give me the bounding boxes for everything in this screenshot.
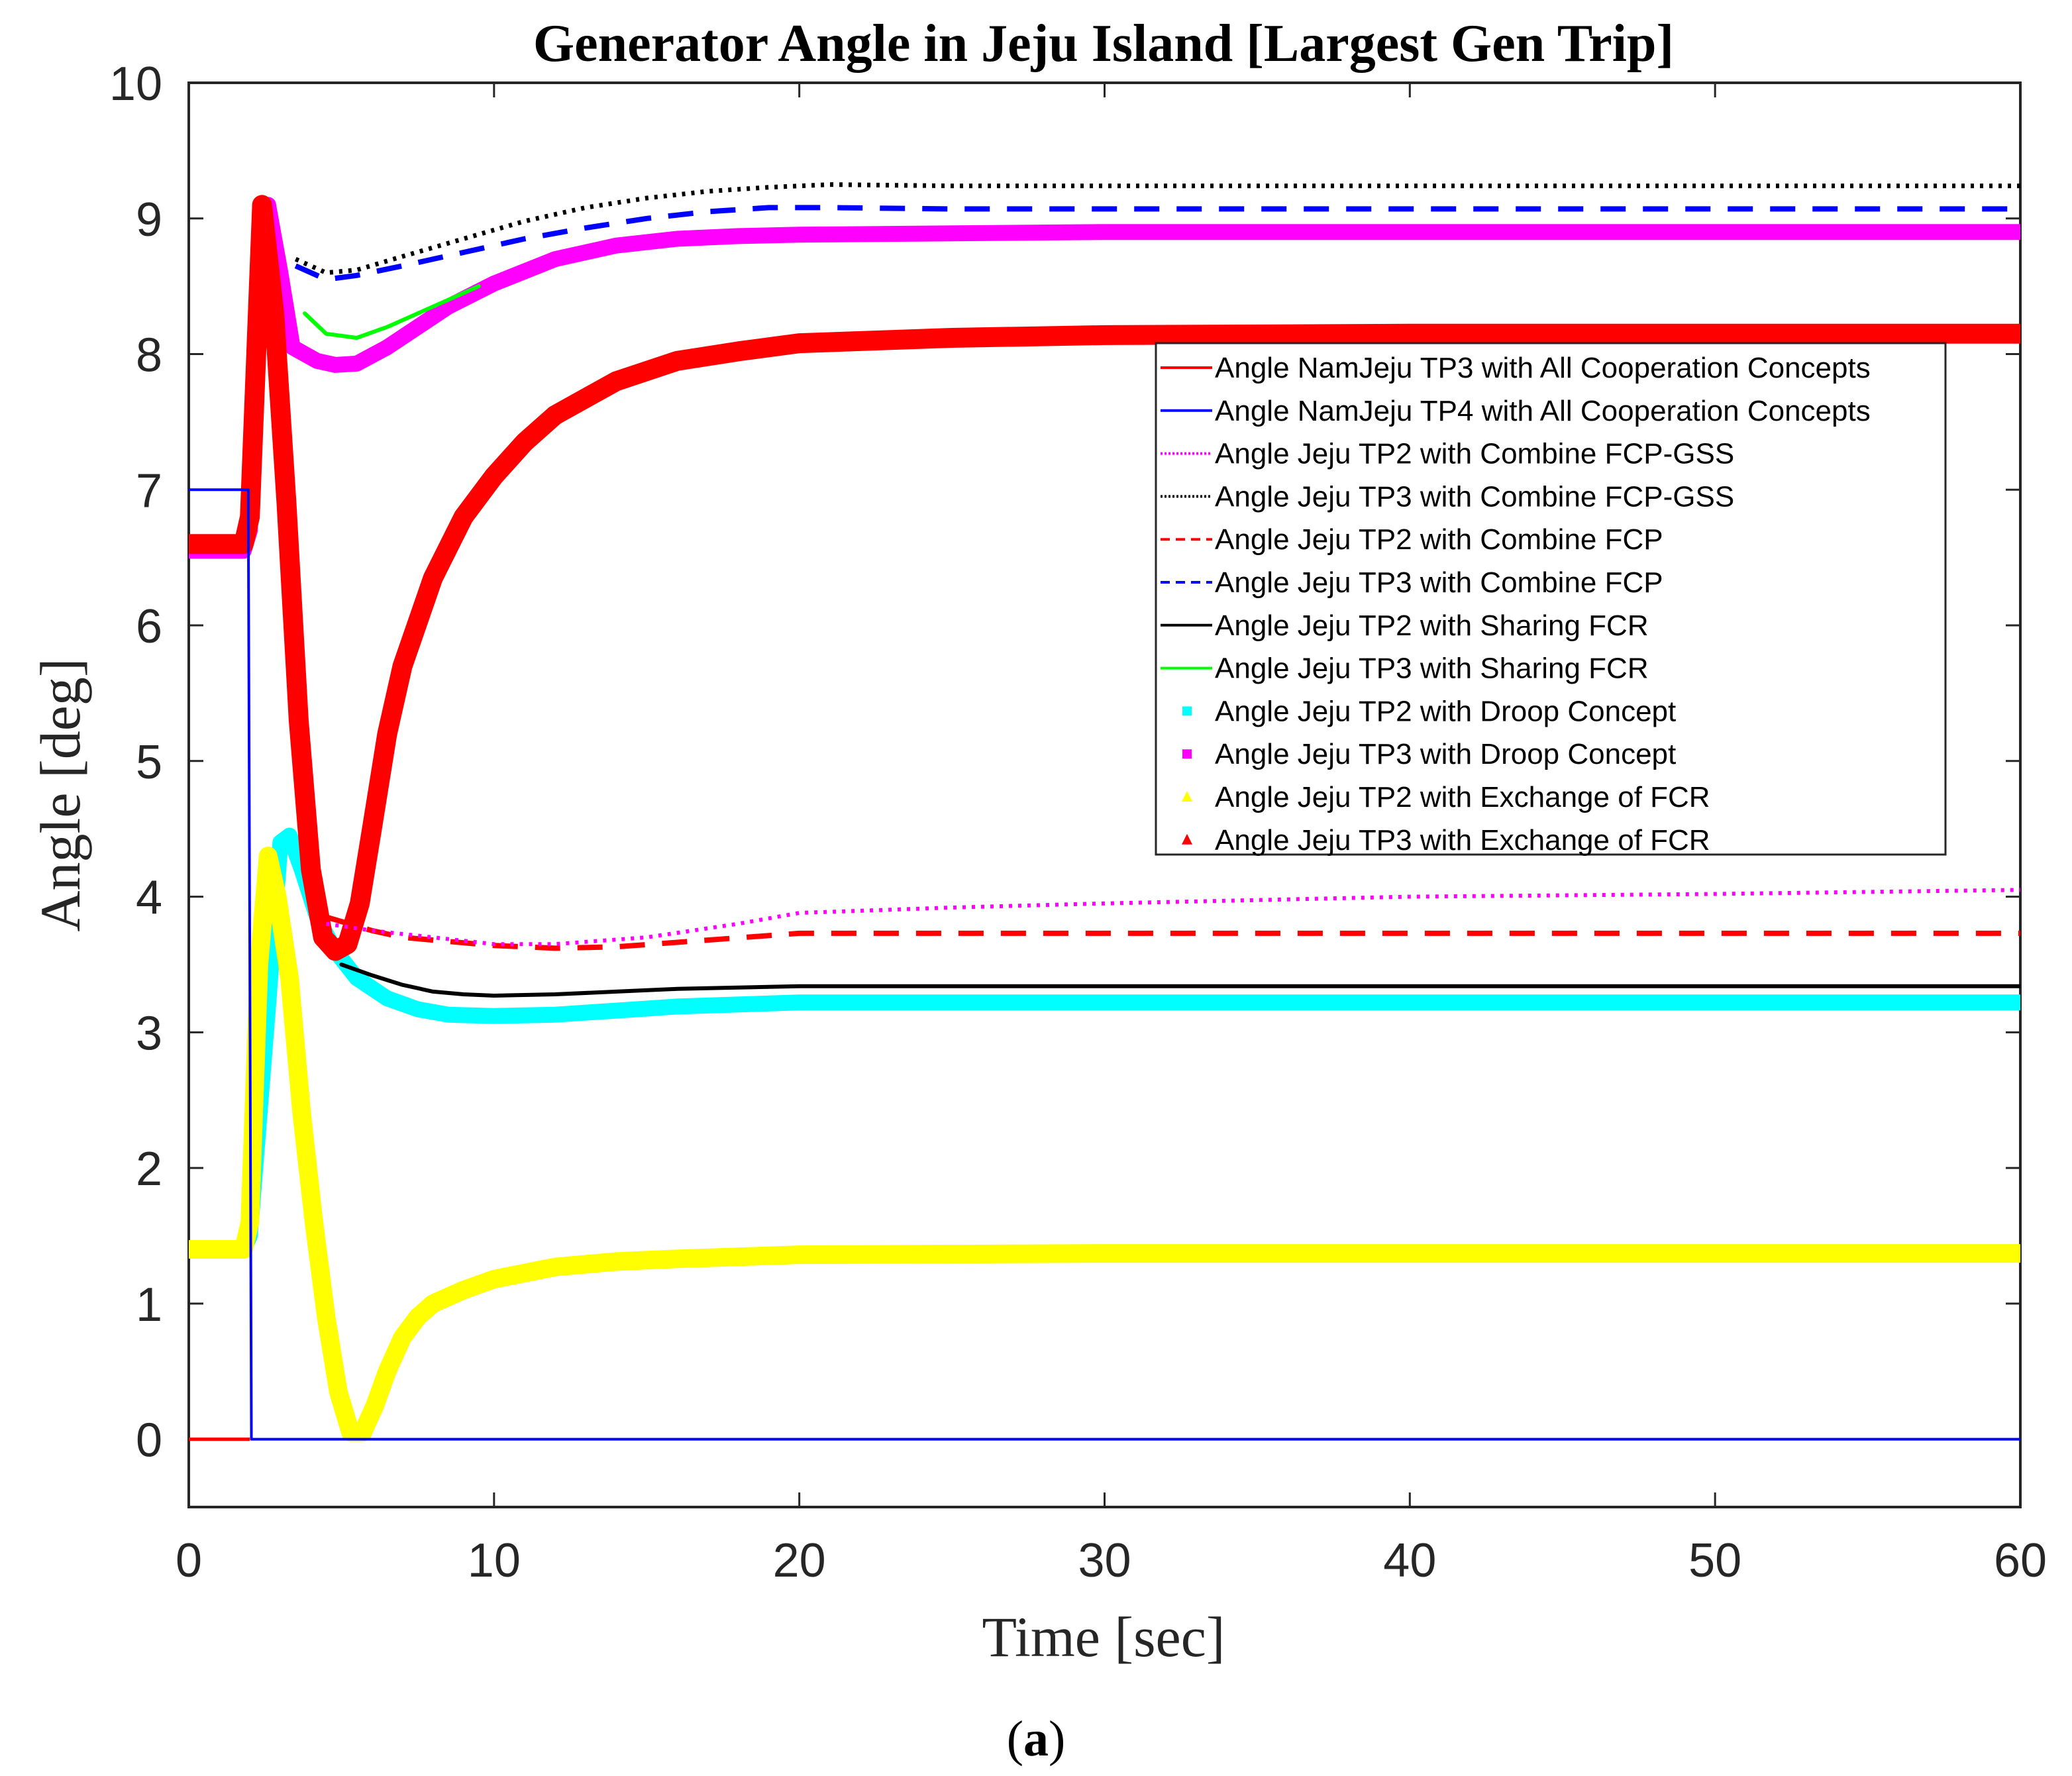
legend-label: Angle Jeju TP2 with Droop Concept bbox=[1215, 695, 1676, 727]
series-line-4 bbox=[294, 182, 2020, 276]
legend-label: Angle Jeju TP3 with Sharing FCR bbox=[1215, 653, 1649, 685]
y-tick-label: 0 bbox=[136, 1414, 162, 1467]
y-tick-label: 4 bbox=[136, 872, 162, 925]
series-line-7 bbox=[339, 963, 2020, 998]
y-axis-label: Angle [deg] bbox=[28, 658, 92, 931]
legend-label: Angle Jeju TP2 with Combine FCP-GSS bbox=[1215, 438, 1734, 470]
legend-label: Angle Jeju TP3 with Droop Concept bbox=[1215, 738, 1676, 770]
legend-marker bbox=[1182, 706, 1192, 716]
series-line-11 bbox=[189, 847, 2020, 1442]
legend-label: Angle NamJeju TP3 with All Cooperation C… bbox=[1215, 352, 1871, 384]
x-tick-label: 30 bbox=[1078, 1534, 1131, 1587]
legend-label: Angle Jeju TP2 with Sharing FCR bbox=[1215, 609, 1649, 642]
legend-label: Angle Jeju TP2 with Combine FCP bbox=[1215, 523, 1663, 556]
caption-letter: a bbox=[1023, 1711, 1049, 1767]
y-tick-label: 2 bbox=[136, 1143, 162, 1196]
y-axis: 0 1 2 3 4 5 6 7 8 9 10 bbox=[109, 58, 2020, 1467]
y-tick-label: 7 bbox=[136, 464, 162, 517]
y-tick-label: 6 bbox=[136, 600, 162, 653]
x-tick-label: 60 bbox=[1994, 1534, 2047, 1587]
legend-marker bbox=[1182, 833, 1192, 845]
x-axis-label: Time [sec] bbox=[982, 1605, 1225, 1669]
y-tick-label: 5 bbox=[136, 736, 162, 789]
y-tick-label: 3 bbox=[136, 1007, 162, 1060]
series-line-2 bbox=[189, 488, 2020, 1441]
legend-label: Angle Jeju TP3 with Combine FCP bbox=[1215, 566, 1663, 599]
x-tick-label: 10 bbox=[468, 1534, 521, 1587]
series-line-8 bbox=[303, 284, 481, 340]
y-tick-label: 9 bbox=[136, 193, 162, 246]
series-line-6 bbox=[294, 205, 2020, 282]
legend-label: Angle Jeju TP3 with Combine FCP-GSS bbox=[1215, 480, 1734, 513]
x-axis: 0 10 20 30 40 50 60 bbox=[176, 83, 2047, 1587]
legend-label: Angle Jeju TP3 with Exchange of FCR bbox=[1215, 824, 1710, 857]
series-line-3 bbox=[325, 888, 2020, 947]
caption: (a) bbox=[1007, 1711, 1066, 1767]
legend-marker bbox=[1182, 791, 1192, 802]
legend-label: Angle NamJeju TP4 with All Cooperation C… bbox=[1215, 395, 1871, 427]
x-tick-label: 20 bbox=[773, 1534, 826, 1587]
legend-marker bbox=[1182, 749, 1192, 759]
y-tick-label: 10 bbox=[109, 58, 162, 111]
chart-title: Generator Angle in Jeju Island [Largest … bbox=[533, 15, 1674, 73]
legend-box bbox=[1155, 342, 1947, 856]
x-tick-label: 0 bbox=[176, 1534, 202, 1587]
y-tick-label: 1 bbox=[136, 1279, 162, 1332]
x-tick-label: 40 bbox=[1383, 1534, 1436, 1587]
x-tick-label: 50 bbox=[1688, 1534, 1741, 1587]
legend-label: Angle Jeju TP2 with Exchange of FCR bbox=[1215, 781, 1710, 813]
series-line-12 bbox=[189, 195, 2020, 961]
series-layer bbox=[189, 182, 2020, 1442]
y-tick-label: 8 bbox=[136, 329, 162, 382]
legend: Angle NamJeju TP3 with All Cooperation C… bbox=[1155, 342, 1947, 857]
